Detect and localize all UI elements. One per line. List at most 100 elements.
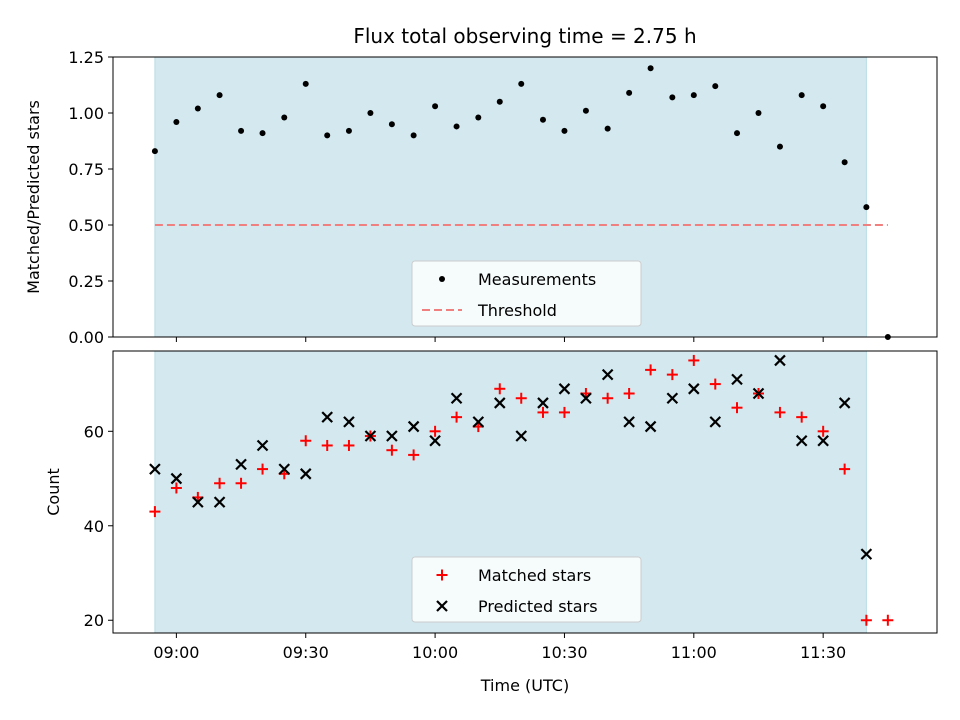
data-point-x — [817, 434, 829, 447]
data-point-x — [838, 397, 851, 409]
data-point-dot — [432, 103, 439, 110]
data-point-plus — [817, 425, 829, 437]
data-point-dot — [755, 110, 762, 116]
data-point-x — [386, 430, 398, 442]
data-point-dot — [712, 83, 719, 90]
x-tick-label: 09:30 — [283, 643, 329, 662]
data-point-plus — [860, 614, 872, 626]
data-point-dot — [453, 123, 460, 130]
x-tick-label: 10:00 — [412, 643, 458, 662]
bottom-y-axis-label: Count — [44, 468, 63, 516]
y-tick-label: 0.75 — [68, 160, 104, 179]
data-point-dot — [776, 143, 783, 150]
data-point-plus — [343, 439, 355, 451]
data-point-plus — [429, 425, 441, 437]
data-point-x — [450, 392, 463, 405]
data-point-plus — [235, 477, 247, 489]
x-tick-label: 11:00 — [671, 643, 717, 662]
axes-frame — [112, 350, 938, 634]
data-point-x — [644, 420, 657, 433]
data-point-dot — [475, 114, 482, 121]
data-point-x — [321, 411, 333, 423]
data-point-dot — [324, 132, 331, 139]
data-point-plus — [602, 392, 614, 404]
legend-label: Predicted stars — [478, 597, 598, 616]
data-point-x — [429, 434, 441, 447]
data-point-dot — [173, 118, 180, 125]
legend-marker-dot — [439, 276, 445, 282]
top-y-axis-label: Matched/Predicted stars — [24, 100, 43, 294]
data-point-x — [537, 397, 549, 409]
legend-label: Threshold — [477, 301, 557, 320]
data-point-dot — [647, 65, 654, 72]
data-point-x — [493, 397, 506, 409]
data-point-plus — [688, 354, 700, 366]
data-point-plus — [882, 614, 894, 626]
data-point-x — [192, 496, 204, 508]
data-point-dot — [820, 103, 827, 110]
data-point-dot — [216, 92, 223, 99]
data-point-dot — [863, 204, 870, 211]
data-point-dot — [841, 159, 848, 166]
legend-label: Matched stars — [478, 566, 591, 585]
data-point-dot — [367, 110, 374, 116]
data-point-dot — [561, 127, 568, 134]
chart-title: Flux total observing time = 2.75 h — [353, 24, 696, 48]
y-tick-label: 0.50 — [68, 216, 104, 235]
data-point-x — [795, 434, 808, 447]
data-point-x — [278, 463, 291, 475]
data-point-x — [235, 458, 247, 471]
data-point-plus — [214, 477, 226, 489]
data-point-plus — [515, 392, 527, 404]
legend-label: Measurements — [478, 270, 596, 289]
bottom-panel: 20 40 60 09:00 09:30 10:00 10:30 11:00 11:30 Matc… — [84, 350, 938, 662]
data-point-plus — [623, 388, 635, 400]
legend-box — [411, 260, 642, 327]
data-point-dot — [734, 130, 741, 137]
y-tick-label: 20 — [84, 611, 104, 630]
data-point-x — [213, 496, 226, 508]
data-point-x — [515, 430, 528, 442]
data-point-x — [299, 468, 312, 480]
data-point-dot — [496, 98, 503, 105]
y-tick-label: 1.25 — [68, 48, 104, 67]
data-point-dot — [582, 107, 589, 114]
x-tick-label: 11:30 — [800, 643, 846, 662]
data-point-x — [364, 430, 377, 442]
data-point-x — [752, 387, 765, 400]
data-point-dot — [238, 127, 245, 134]
data-point-plus — [731, 402, 743, 414]
data-point-x — [860, 548, 873, 560]
data-point-plus — [494, 383, 506, 395]
data-point-plus — [709, 378, 721, 390]
data-point-dot — [259, 130, 266, 137]
x-tick-label: 10:30 — [541, 643, 587, 662]
legend: Matched stars Predicted stars — [411, 556, 642, 623]
data-point-plus — [839, 463, 851, 475]
x-tick-label: 09:00 — [153, 643, 199, 662]
legend-box — [411, 556, 642, 623]
data-point-x — [407, 420, 420, 433]
data-point-plus — [774, 406, 786, 418]
data-point-dot — [281, 114, 288, 121]
data-point-plus — [149, 506, 161, 518]
y-tick-label: 1.00 — [68, 104, 104, 123]
data-point-x — [558, 383, 571, 395]
data-point-dot — [798, 92, 805, 99]
data-point-dot — [410, 132, 417, 139]
data-point-x — [666, 392, 679, 405]
data-point-plus — [451, 411, 463, 423]
y-tick-label: 0.25 — [68, 272, 104, 291]
data-point-dot — [388, 121, 395, 128]
data-point-plus — [170, 482, 182, 494]
x-axis-label: Time (UTC) — [480, 676, 569, 695]
data-point-x — [472, 416, 485, 428]
axes-frame — [112, 56, 938, 338]
legend: Measurements Threshold — [411, 260, 642, 327]
data-point-x — [580, 392, 592, 405]
data-point-plus — [645, 364, 657, 376]
legend-marker-plus — [436, 569, 448, 581]
data-point-dot — [539, 116, 546, 123]
data-point-x — [343, 416, 355, 428]
data-point-dot — [626, 89, 633, 96]
